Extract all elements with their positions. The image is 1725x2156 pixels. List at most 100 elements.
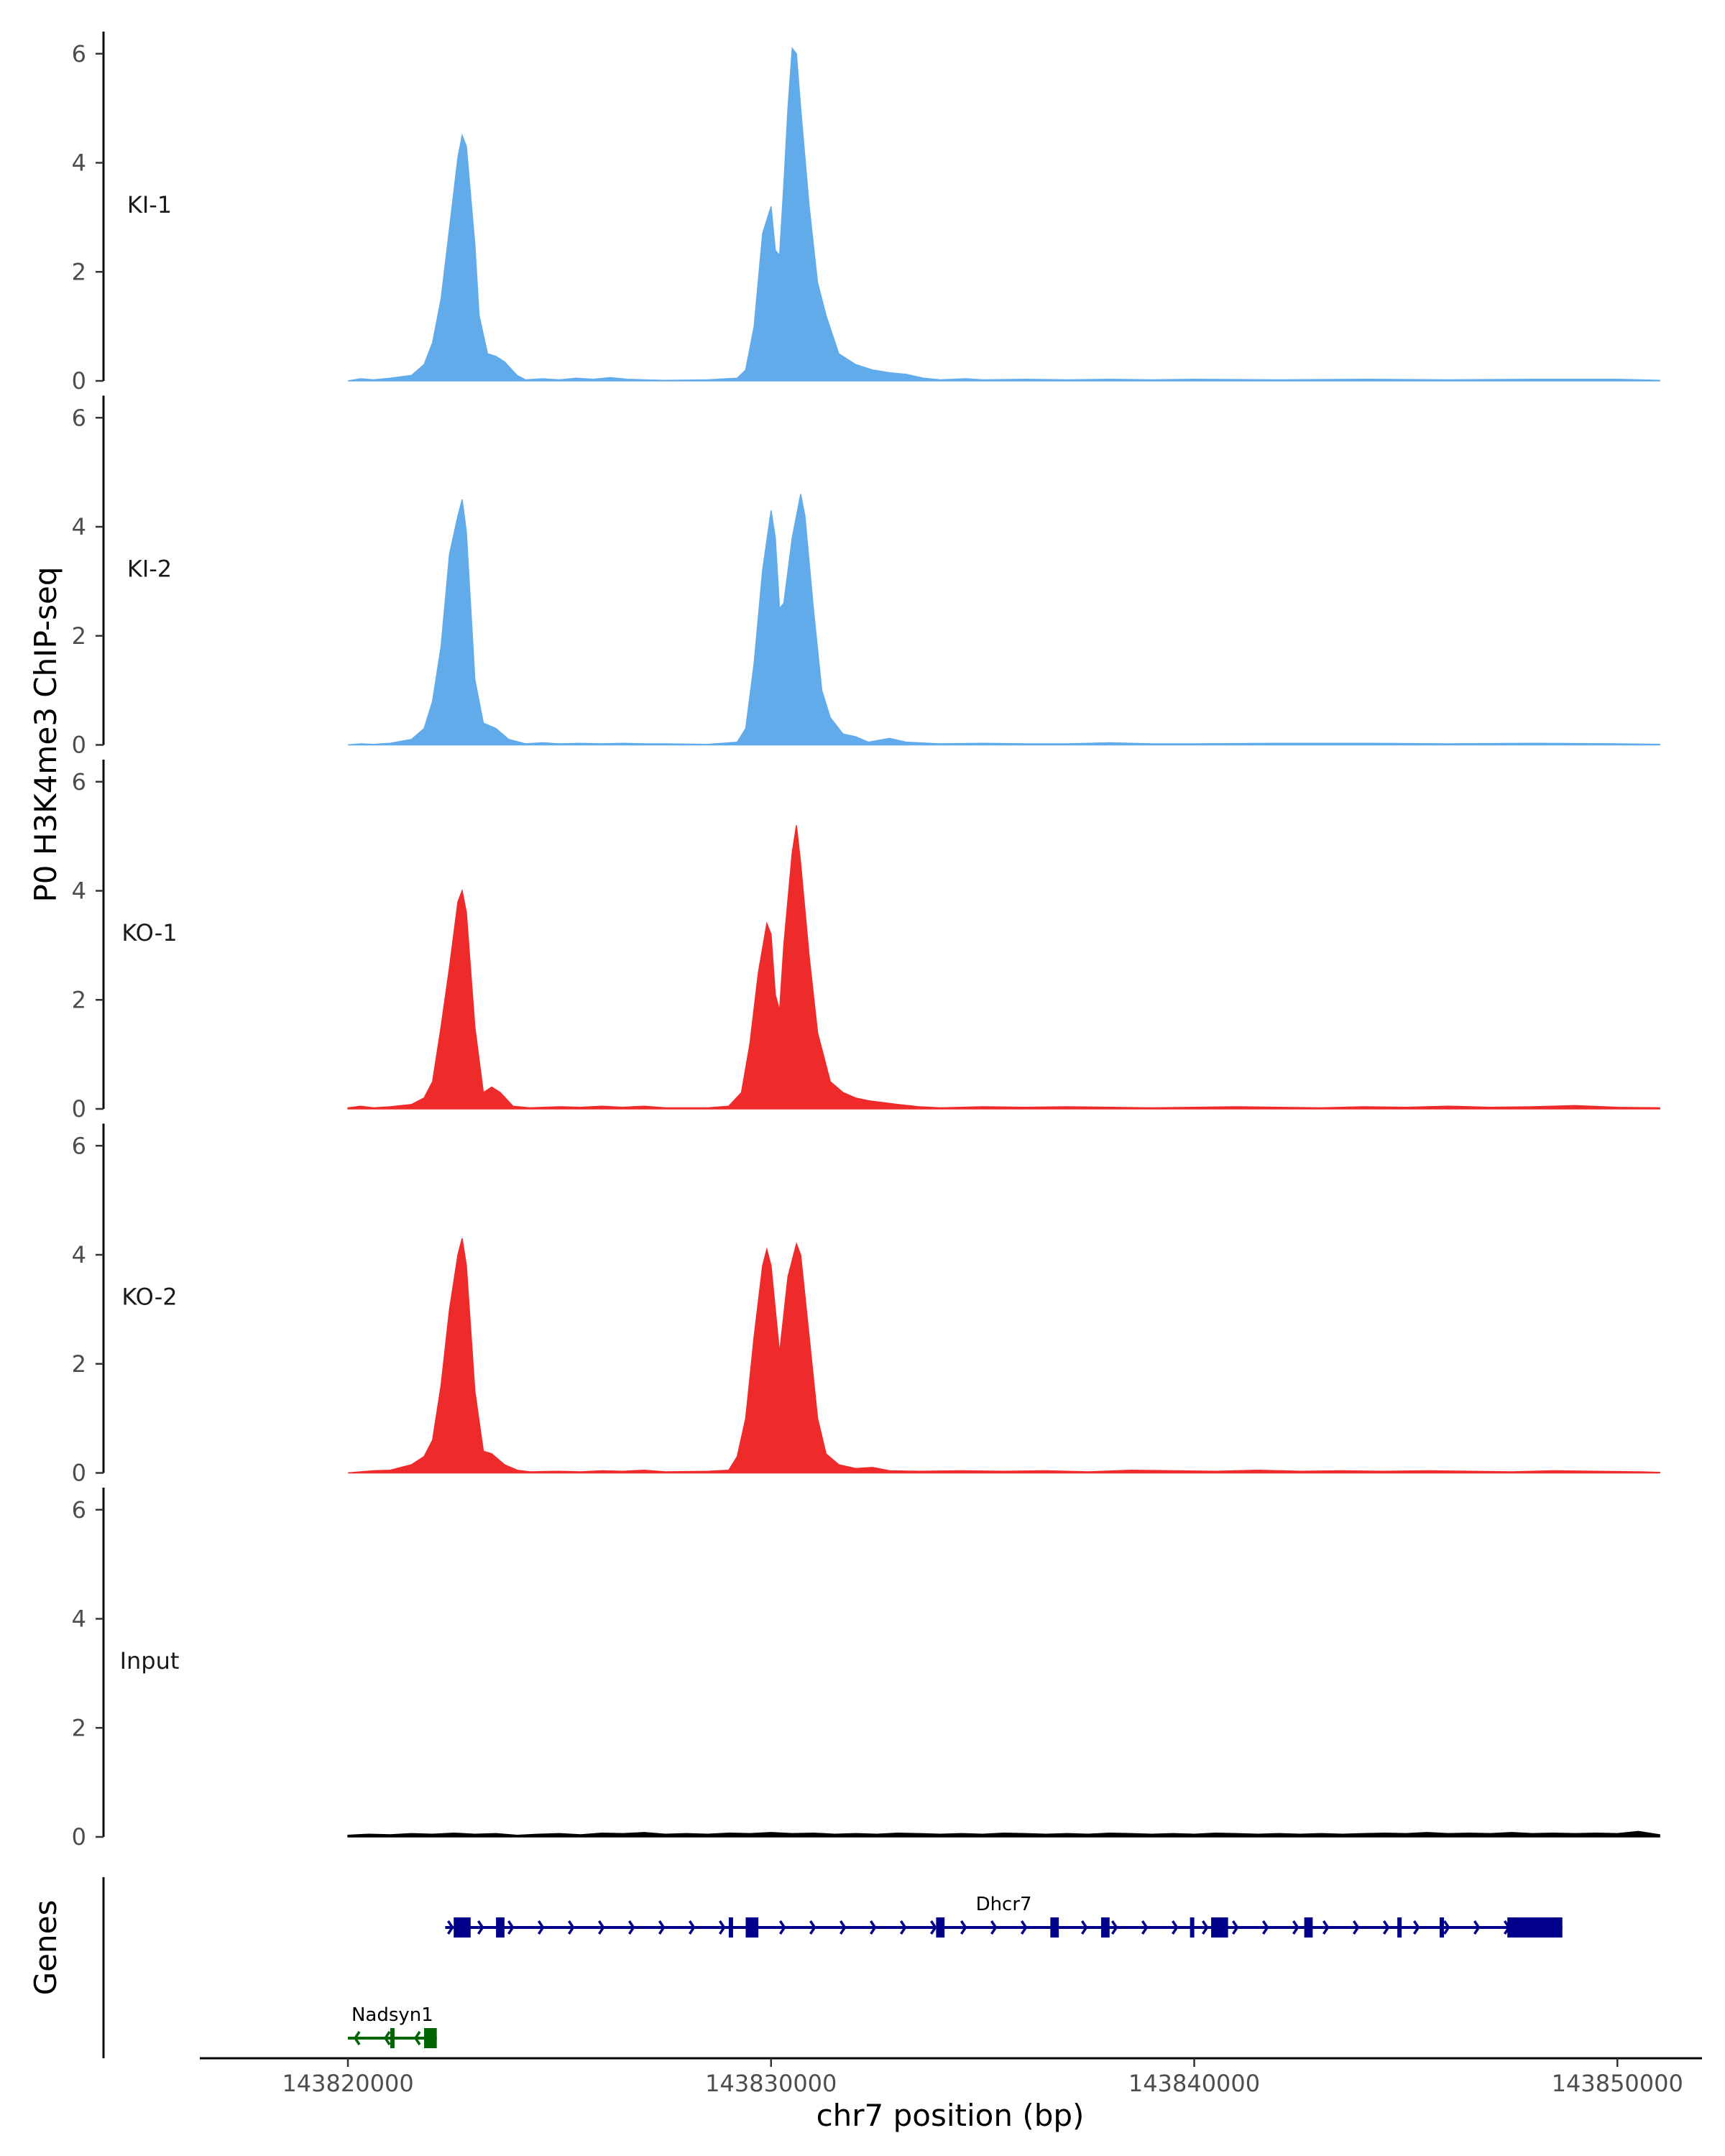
strand-arrow xyxy=(809,1920,816,1935)
signal-tracks: 0 2 4 6 KI-1 0 2 4 6 KI-2 0 2 4 6 KO-1 0 2 4 6 KO-2 0 2 4 6 Inpu… xyxy=(72,32,1660,1851)
gene-name-label: Dhcr7 xyxy=(976,1894,1032,1915)
y-tick-label: 4 xyxy=(72,877,86,905)
strand-arrow xyxy=(1383,1920,1390,1935)
gene-exon xyxy=(1439,1917,1444,1938)
signal-area xyxy=(348,494,1660,746)
strand-arrow xyxy=(628,1920,635,1935)
y-tick-label: 4 xyxy=(72,1606,86,1633)
y-tick-label: 2 xyxy=(72,1350,86,1378)
strand-arrow xyxy=(1081,1920,1088,1935)
signal-area xyxy=(347,47,1660,382)
strand-arrow xyxy=(1473,1920,1481,1935)
y-tick-label: 0 xyxy=(72,367,86,395)
gene-dhcr7: Dhcr7 xyxy=(445,1894,1563,1938)
strand-arrow xyxy=(1202,1920,1209,1935)
gene-nadsyn1: Nadsyn1 xyxy=(348,2004,437,2048)
strand-arrow xyxy=(598,1920,605,1935)
y-tick-label: 6 xyxy=(72,768,86,796)
strand-arrow xyxy=(900,1920,907,1935)
y-tick-label: 2 xyxy=(72,622,86,650)
strand-arrow xyxy=(689,1920,696,1935)
y-axis-title: P0 H3K4me3 ChIP-seq xyxy=(28,566,63,902)
y-tick-label: 0 xyxy=(72,732,86,759)
y-tick-label: 6 xyxy=(72,404,86,431)
strand-arrow xyxy=(413,2031,421,2045)
gene-name-label: Nadsyn1 xyxy=(351,2004,433,2026)
track-panel-ko-2: 0 2 4 6 KO-2 xyxy=(72,1123,1660,1487)
y-tick-label: 6 xyxy=(72,1496,86,1524)
strand-arrow xyxy=(1232,1920,1239,1935)
gene-exon xyxy=(936,1917,945,1938)
strand-arrow xyxy=(1172,1920,1179,1935)
strand-arrow xyxy=(507,1920,515,1935)
strand-arrow xyxy=(840,1920,847,1935)
gene-exon xyxy=(1101,1917,1110,1938)
y-tick-label: 6 xyxy=(72,1132,86,1159)
track-label: KO-2 xyxy=(121,1284,177,1311)
genes-axis-title: Genes xyxy=(28,1900,63,1996)
y-tick-label: 2 xyxy=(72,986,86,1013)
strand-arrow xyxy=(1021,1920,1028,1935)
gene-exon xyxy=(1190,1917,1195,1938)
gene-exon xyxy=(496,1917,505,1938)
gene-exon xyxy=(1211,1917,1228,1938)
strand-arrow xyxy=(658,1920,666,1935)
strand-arrow xyxy=(1111,1920,1118,1935)
x-tick-label: 143840000 xyxy=(1128,2070,1260,2097)
gene-exon xyxy=(424,2028,437,2048)
strand-arrow xyxy=(719,1920,726,1935)
strand-arrow xyxy=(779,1920,786,1935)
track-panel-input: 0 2 4 6 Input xyxy=(72,1488,1660,1851)
strand-arrow xyxy=(568,1920,575,1935)
track-label: KI-2 xyxy=(127,556,172,583)
y-tick-label: 4 xyxy=(72,1241,86,1268)
strand-arrow xyxy=(1443,1920,1450,1935)
y-tick-label: 6 xyxy=(72,40,86,68)
strand-arrow xyxy=(1353,1920,1360,1935)
track-panel-ko-1: 0 2 4 6 KO-1 xyxy=(72,760,1660,1123)
y-tick-label: 2 xyxy=(72,258,86,285)
signal-area xyxy=(348,1238,1660,1474)
strand-arrow xyxy=(383,2031,391,2045)
strand-arrow xyxy=(870,1920,877,1935)
gene-exon xyxy=(1050,1917,1059,1938)
gene-exon xyxy=(745,1917,759,1938)
strand-arrow xyxy=(477,1920,484,1935)
gene-track: Genes Dhcr7 Nadsyn1 xyxy=(28,1877,1563,2058)
y-tick-label: 4 xyxy=(72,513,86,540)
x-axis-title: chr7 position (bp) xyxy=(816,2098,1085,2133)
y-tick-label: 0 xyxy=(72,1460,86,1487)
x-tick-label: 143850000 xyxy=(1552,2070,1683,2097)
strand-arrow xyxy=(990,1920,998,1935)
strand-arrow xyxy=(1292,1920,1300,1935)
gene-exon xyxy=(454,1917,471,1938)
gene-exon xyxy=(1304,1917,1313,1938)
strand-arrow xyxy=(930,1920,937,1935)
gene-exon xyxy=(1397,1917,1402,1938)
gene-exon xyxy=(390,2028,395,2048)
track-label: KO-1 xyxy=(121,919,177,946)
signal-area xyxy=(347,825,1660,1110)
x-tick-label: 143830000 xyxy=(705,2070,837,2097)
strand-arrow xyxy=(447,1920,454,1935)
strand-arrow xyxy=(353,2031,361,2045)
track-panel-ki-2: 0 2 4 6 KI-2 xyxy=(72,395,1660,759)
strand-arrow xyxy=(1322,1920,1330,1935)
signal-area xyxy=(347,1830,1660,1838)
gene-exon xyxy=(728,1917,733,1938)
strand-arrow xyxy=(960,1920,967,1935)
track-label: Input xyxy=(120,1647,180,1674)
y-tick-label: 4 xyxy=(72,149,86,177)
strand-arrow xyxy=(1141,1920,1149,1935)
track-panel-ki-1: 0 2 4 6 KI-1 xyxy=(72,32,1660,395)
x-axis: chr7 position (bp) 143820000 143830000 143… xyxy=(200,2057,1702,2133)
strand-arrow xyxy=(1413,1920,1420,1935)
gene-exon xyxy=(1507,1917,1563,1938)
x-tick-label: 143820000 xyxy=(282,2070,413,2097)
track-label: KI-1 xyxy=(127,191,172,218)
strand-arrow xyxy=(1262,1920,1269,1935)
y-tick-label: 0 xyxy=(72,1095,86,1123)
strand-arrow xyxy=(538,1920,545,1935)
y-tick-label: 0 xyxy=(72,1823,86,1851)
